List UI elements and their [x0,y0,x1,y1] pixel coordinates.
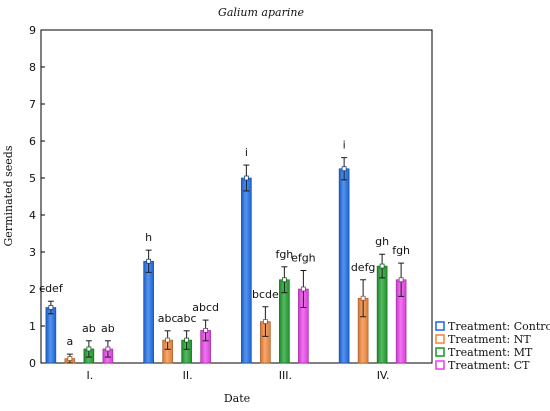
significance-label: a [67,335,74,348]
mean-marker [281,277,287,283]
mean-marker [398,277,404,283]
y-tick-label: 3 [29,246,36,259]
mean-marker [341,166,347,172]
legend-swatch [435,360,445,370]
mean-marker [379,263,385,269]
significance-label: i [343,139,346,152]
mean-marker [105,346,111,352]
x-tick-label: IV. [377,369,390,382]
significance-label: fgh [275,248,293,261]
chart-title: Galium aparine [218,6,304,19]
x-tick-label: I. [87,369,94,382]
legend-swatch [435,334,445,344]
legend-swatch [435,347,445,357]
significance-label: gh [375,235,389,248]
legend-swatch [435,321,445,331]
mean-marker [86,346,92,352]
y-tick-label: 7 [29,98,36,111]
y-tick-label: 4 [29,209,36,222]
mean-marker [262,319,268,324]
bar [376,265,388,364]
legend-label: Treatment: NT [448,333,531,346]
x-tick-label: III. [279,369,292,382]
mean-marker [165,337,171,343]
y-tick-label: 1 [29,320,36,333]
y-tick-label: 9 [29,24,36,37]
legend-label: Treatment: CT [448,359,530,372]
significance-label: abcd [192,301,219,314]
y-tick-label: 2 [29,283,36,296]
x-axis-title: Date [224,392,250,405]
plot-frame [40,29,433,364]
mean-marker [67,356,73,361]
mean-marker [243,175,249,181]
y-tick-label: 6 [29,135,36,148]
significance-labels: cdefhiiaabcbcdedefgababcfghghababcdefghf… [39,139,410,348]
legend-label: Treatment: Control [448,320,550,333]
mean-marker [184,337,190,343]
significance-label: efgh [291,252,316,265]
significance-label: abc [177,312,197,325]
mean-marker [360,295,366,301]
x-tick-label: II. [183,369,193,382]
significance-label: bcde [252,288,279,301]
significance-label: abc [158,312,178,325]
y-tick-label: 5 [29,172,36,185]
mean-marker [203,328,209,333]
significance-label: ab [101,322,115,335]
y-axis: 0 1 2 3 4 5 6 7 8 9 [29,24,45,370]
y-tick-label: 8 [29,61,36,74]
bar [45,307,57,364]
significance-label: cdef [39,282,64,295]
significance-label: i [245,146,248,159]
significance-label: fgh [392,244,410,257]
legend-label: Treatment: MT [448,346,533,359]
y-axis-title: Germinated seeds [2,145,15,246]
significance-label: defg [351,261,376,274]
significance-label: h [145,231,152,244]
mean-marker [146,258,152,264]
bar [241,177,252,364]
y-tick-label: 0 [29,357,36,370]
mean-marker [300,286,306,292]
bar [143,260,154,364]
mean-marker [48,305,54,310]
bar [338,168,350,364]
significance-label: ab [82,322,96,335]
bars [45,157,407,364]
